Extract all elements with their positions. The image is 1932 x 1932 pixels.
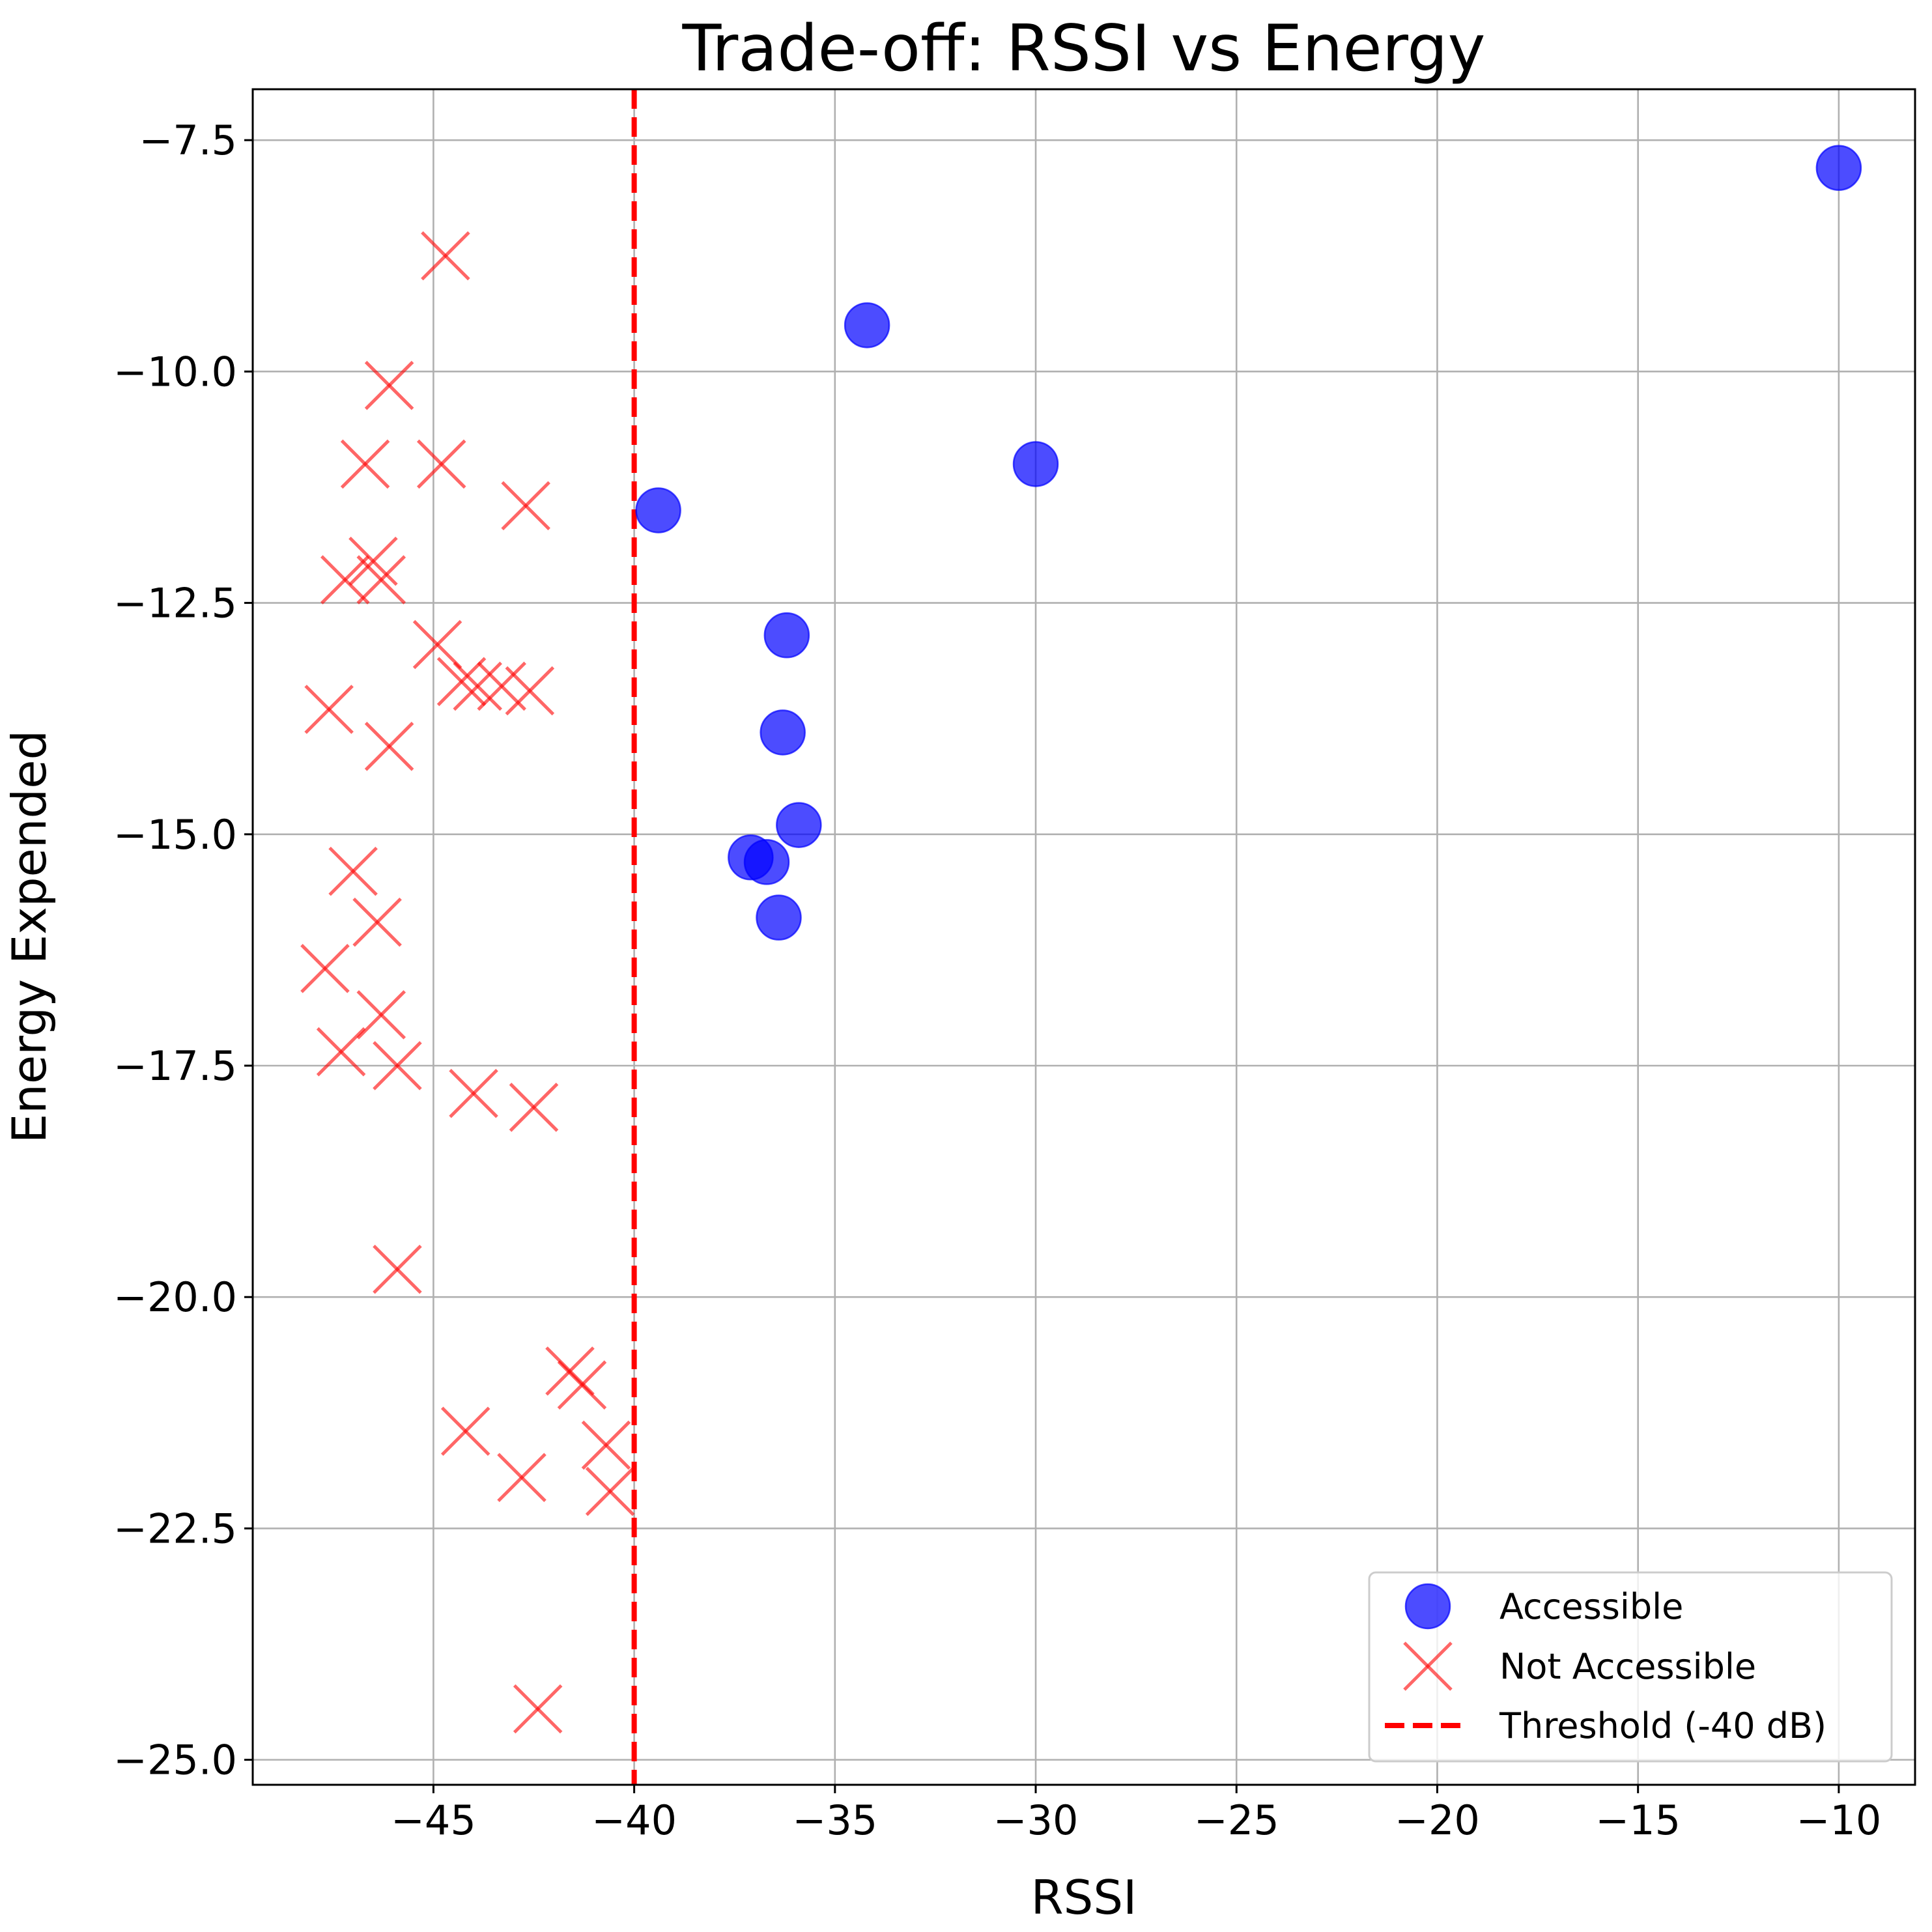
not-accessible-point <box>412 619 462 670</box>
not-accessible-point <box>581 1420 631 1470</box>
not-accessible-point <box>453 661 502 711</box>
not-accessible-point <box>416 439 466 489</box>
legend-accessible-label: Accessible <box>1499 1586 1683 1627</box>
x-tick-label: −45 <box>391 1797 476 1844</box>
not-accessible-point <box>501 481 550 531</box>
x-tick-label: −25 <box>1194 1797 1279 1844</box>
not-accessible-point <box>356 555 406 604</box>
y-tick-label: −12.5 <box>113 580 237 627</box>
accessible-point <box>635 487 681 533</box>
accessible-point <box>763 612 810 659</box>
y-tick-label: −17.5 <box>113 1042 237 1090</box>
y-tick-label: −7.5 <box>139 117 237 164</box>
not-accessible-point <box>304 685 354 734</box>
accessible-point <box>743 839 790 885</box>
legend-not-accessible-marker <box>1403 1641 1453 1691</box>
not-accessible-point <box>440 1406 490 1456</box>
not-accessible-point <box>348 536 398 586</box>
chart-title: Trade-off: RSSI vs Energy <box>682 12 1486 86</box>
y-tick-label: −10.0 <box>113 348 237 395</box>
accessible-point <box>1815 145 1862 192</box>
not-accessible-point <box>509 1083 559 1132</box>
not-accessible-point <box>513 1684 563 1734</box>
x-tick-label: −20 <box>1395 1797 1480 1844</box>
y-tick-label: −15.0 <box>113 811 237 859</box>
legend-not-accessible-label: Not Accessible <box>1499 1646 1756 1687</box>
accessible-point <box>844 302 890 348</box>
data-points <box>300 145 1862 1734</box>
x-tick-label: −30 <box>993 1797 1079 1844</box>
not-accessible-point <box>436 657 487 707</box>
y-tick-label: −22.5 <box>113 1505 237 1552</box>
not-accessible-point <box>320 555 370 604</box>
not-accessible-point <box>505 666 555 716</box>
legend-threshold-label: Threshold (-40 dB) <box>1499 1705 1826 1746</box>
accessible-point <box>756 894 802 941</box>
axis-ticks: −45 −40 −35 −30 −25 −20 −15 −10 −7.5 −10.0 −12.5 −1… <box>113 117 1881 1844</box>
x-tick-label: −35 <box>792 1797 877 1844</box>
plot-frame <box>251 88 1916 1786</box>
not-accessible-point <box>373 1244 422 1294</box>
not-accessible-point <box>373 1041 422 1090</box>
y-tick-label: −25.0 <box>113 1737 237 1784</box>
not-accessible-point <box>449 1068 498 1118</box>
not-accessible-point <box>328 846 378 896</box>
legend-accessible-marker <box>1404 1583 1451 1630</box>
not-accessible-point <box>585 1466 635 1516</box>
not-accessible-point <box>497 1453 547 1503</box>
y-tick-label: −20.0 <box>113 1273 237 1321</box>
accessible-point <box>1012 441 1059 487</box>
grid <box>253 89 1915 1785</box>
legend: Accessible Not Accessible Threshold (-40… <box>1368 1571 1893 1763</box>
x-tick-label: −40 <box>591 1797 677 1844</box>
not-accessible-point <box>557 1360 607 1410</box>
legend-box <box>1368 1571 1893 1763</box>
not-accessible-point <box>421 231 470 281</box>
not-accessible-point <box>340 439 390 489</box>
x-tick-label: −15 <box>1595 1797 1681 1844</box>
not-accessible-point <box>352 897 402 947</box>
x-tick-label: −10 <box>1796 1797 1881 1844</box>
x-axis-label: RSSI <box>1031 1870 1137 1925</box>
not-accessible-point <box>364 722 414 771</box>
not-accessible-point <box>356 990 406 1040</box>
not-accessible-point <box>300 944 350 993</box>
y-axis-label: Energy Expended <box>2 730 57 1143</box>
accessible-point <box>776 802 822 848</box>
not-accessible-point <box>316 1027 366 1077</box>
not-accessible-point <box>364 360 414 410</box>
accessible-point <box>760 709 806 756</box>
